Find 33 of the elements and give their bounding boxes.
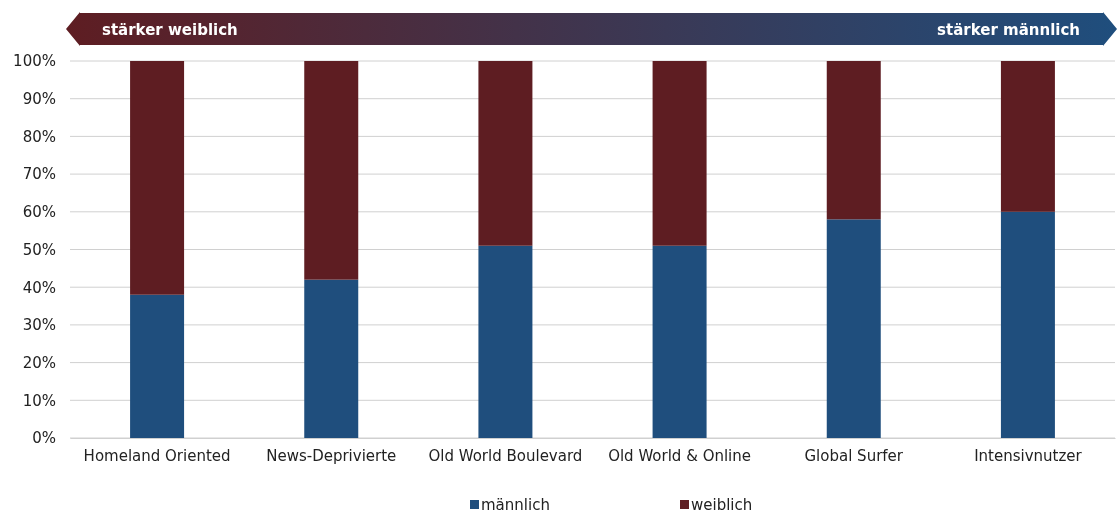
x-tick-label: News-Deprivierte xyxy=(266,446,397,465)
x-tick-label: Global Surfer xyxy=(804,446,904,465)
bar xyxy=(304,61,359,280)
y-tick-label: 90% xyxy=(22,90,56,108)
text: stärker weiblich xyxy=(102,21,238,39)
x-tick-label: Homeland Oriented xyxy=(83,446,231,465)
y-tick-label: 80% xyxy=(22,127,56,146)
bar xyxy=(826,61,881,220)
bar xyxy=(652,245,707,438)
legend-label: männlich xyxy=(481,496,550,511)
y-tick-label: 70% xyxy=(22,165,56,184)
text: stärker männlich xyxy=(937,21,1080,39)
y-tick-label: 10% xyxy=(22,391,56,410)
y-tick-label: 0% xyxy=(32,429,56,448)
y-tick-label: 30% xyxy=(22,316,56,335)
bar xyxy=(130,294,185,438)
x-tick-label: Intensivnutzer xyxy=(974,446,1083,465)
x-tick-label: Old World Boulevard xyxy=(428,446,583,465)
bar xyxy=(826,219,881,438)
bar xyxy=(1000,61,1055,212)
bar xyxy=(130,61,185,295)
y-tick-label: 60% xyxy=(22,203,56,222)
bar xyxy=(478,61,533,246)
bar xyxy=(652,61,707,246)
y-tick-label: 40% xyxy=(22,278,56,297)
bar xyxy=(478,245,533,438)
bar xyxy=(1000,211,1055,438)
y-tick-label: 100% xyxy=(13,52,56,71)
y-tick-label: 20% xyxy=(22,353,56,372)
bar xyxy=(304,279,359,438)
y-tick-label: 50% xyxy=(22,240,56,259)
legend-label: weiblich xyxy=(691,496,753,511)
x-tick-label: Old World & Online xyxy=(608,446,752,465)
